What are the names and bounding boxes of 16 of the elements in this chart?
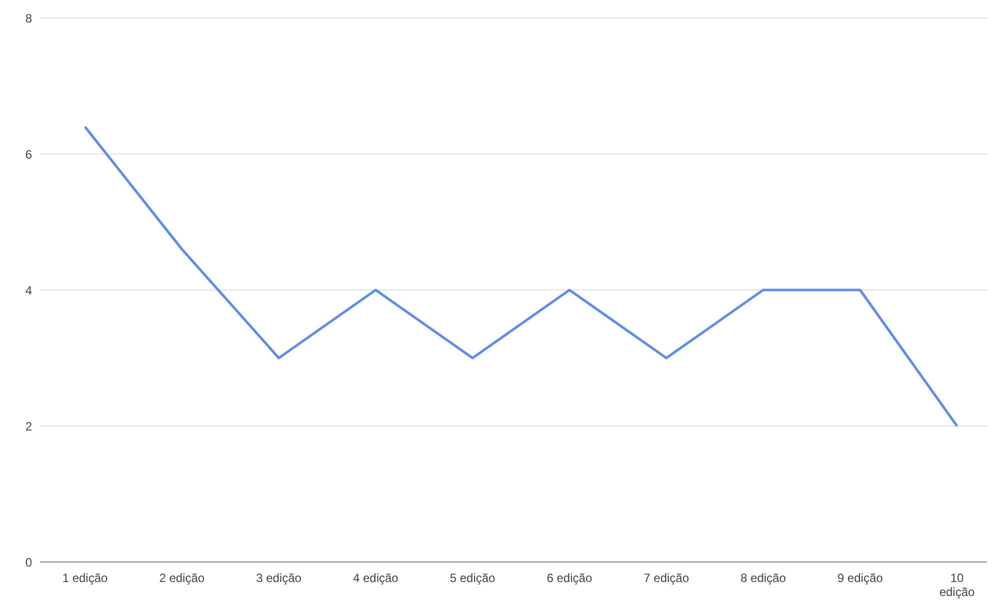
y-tick-label: 2 <box>25 419 32 434</box>
line-series <box>84 126 958 428</box>
y-tick-label: 0 <box>25 555 32 570</box>
x-tick-label: 6 edição <box>546 571 592 585</box>
x-tick-label: 10 edição <box>939 571 975 599</box>
x-tick-label: 9 edição <box>837 571 884 585</box>
y-tick-label: 8 <box>25 11 32 26</box>
x-tick-label: 8 edição <box>740 571 786 585</box>
x-tick-label: 1 edição <box>62 571 108 585</box>
x-tick-label: 7 edição <box>644 571 690 585</box>
x-tick-label: 3 edição <box>256 571 302 585</box>
y-tick-label: 4 <box>25 283 32 298</box>
x-tick-label: 2 edição <box>159 571 205 585</box>
x-tick-label: 5 edição <box>450 571 496 585</box>
x-tick-label: 4 edição <box>352 571 399 585</box>
y-tick-label: 6 <box>25 147 32 162</box>
